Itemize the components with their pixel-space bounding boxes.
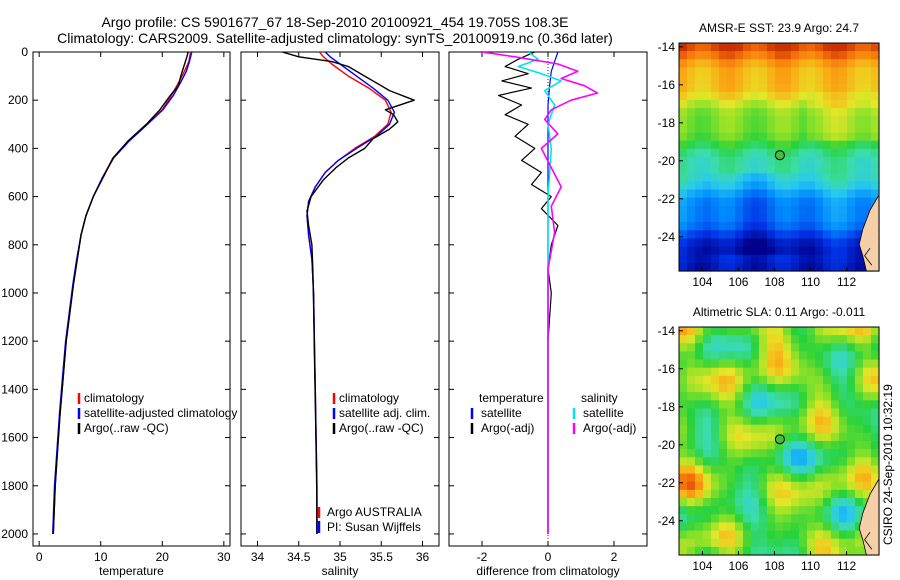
y-tick-label: 0 bbox=[21, 45, 28, 59]
series-line-argo bbox=[282, 52, 415, 534]
heatmap-cells bbox=[679, 327, 880, 556]
x-tick-label: 112 bbox=[837, 559, 856, 573]
y-tick-label: -22 bbox=[658, 192, 676, 206]
profile-panel-1: 0 10 20 30 temperature 0 200 400 600 800 1000 1200 1… bbox=[1, 45, 237, 578]
map-frame bbox=[678, 326, 880, 556]
legend-label: satellite bbox=[481, 406, 522, 420]
x-tick-label: 34 bbox=[251, 550, 265, 564]
y-tick-label: 2000 bbox=[1, 527, 28, 541]
series-line-satellite bbox=[306, 52, 396, 534]
x-tick-label: 108 bbox=[764, 559, 784, 573]
x-tick-label: -2 bbox=[477, 550, 488, 564]
y-tick-label: -18 bbox=[658, 400, 676, 414]
x-tick-label: 10 bbox=[94, 550, 108, 564]
y-tick-label: -22 bbox=[658, 476, 676, 490]
series-line-satellite bbox=[52, 52, 193, 535]
x-tick-label: 106 bbox=[728, 559, 748, 573]
map-title: AMSR-E SST: 23.9 Argo: 24.7 bbox=[699, 21, 859, 35]
plot-frame bbox=[240, 51, 440, 547]
series-group bbox=[481, 52, 599, 534]
legend-label: Argo(-adj) bbox=[583, 421, 636, 435]
y-tick-label: 1000 bbox=[1, 286, 28, 300]
y-tick-label: -16 bbox=[658, 78, 676, 92]
legend-label: Argo(-adj) bbox=[481, 421, 534, 435]
y-tick-label: 400 bbox=[8, 141, 28, 155]
x-tick-label: 20 bbox=[156, 550, 170, 564]
x-tick-label: 110 bbox=[801, 559, 820, 573]
x-tick-label: 35 bbox=[333, 550, 347, 564]
legend-label: satellite adj. clim. bbox=[339, 406, 430, 420]
annotation-label: PI: Susan Wijffels bbox=[327, 520, 421, 534]
series-line-climatology bbox=[306, 52, 392, 534]
figure-title-line2: Climatology: CARS2009. Satellite-adjuste… bbox=[57, 30, 613, 46]
x-axis-label: temperature bbox=[99, 564, 164, 578]
coastline-contour bbox=[864, 247, 873, 266]
y-tick-label: -24 bbox=[658, 230, 676, 244]
x-axis-label: difference from climatology bbox=[476, 564, 619, 578]
map-panel-1: AMSR-E SST: 23.9 Argo: 24.7 104 106 108 110 1… bbox=[658, 21, 880, 289]
series-line-temperature-argo bbox=[497, 52, 559, 534]
map-panel-2: Altimetric SLA: 0.11 Argo: -0.011 104 106 1… bbox=[658, 305, 880, 573]
heatmap-cells bbox=[679, 43, 880, 272]
y-tick-label: 1400 bbox=[1, 382, 28, 396]
y-tick-label: 200 bbox=[8, 93, 28, 107]
figure-title-line1: Argo profile: CS 5901677_67 18-Sep-2010 … bbox=[101, 14, 569, 30]
y-tick-label: -20 bbox=[658, 154, 676, 168]
plot-frame bbox=[32, 51, 231, 547]
x-tick-label: 0 bbox=[36, 550, 43, 564]
series-line-salinity-satellite bbox=[517, 52, 563, 534]
map-title: Altimetric SLA: 0.11 Argo: -0.011 bbox=[693, 305, 866, 319]
legend-label: satellite bbox=[583, 406, 624, 420]
x-axis-label: salinity bbox=[322, 564, 359, 578]
x-tick-label: 36 bbox=[416, 550, 430, 564]
annotation-label: Argo AUSTRALIA bbox=[327, 505, 422, 519]
legend-label: Argo(..raw -QC) bbox=[339, 421, 424, 435]
series-line-salinity-argo bbox=[481, 52, 599, 534]
y-tick-label: 1200 bbox=[1, 334, 28, 348]
x-tick-label: 108 bbox=[764, 275, 784, 289]
map-frame bbox=[678, 42, 880, 272]
y-tick-label: 1800 bbox=[1, 479, 28, 493]
legend-group-title: salinity bbox=[581, 391, 618, 405]
y-tick-label: 600 bbox=[8, 190, 28, 204]
series-line-argo bbox=[52, 52, 189, 535]
x-tick-label: 34.5 bbox=[287, 550, 311, 564]
x-tick-label: 106 bbox=[728, 275, 748, 289]
x-tick-label: 104 bbox=[692, 275, 712, 289]
x-tick-label: 35.5 bbox=[370, 550, 394, 564]
legend-label: climatology bbox=[84, 391, 144, 405]
series-line-climatology bbox=[52, 52, 192, 535]
legend-label: climatology bbox=[339, 391, 399, 405]
coastline-contour bbox=[864, 531, 873, 550]
y-tick-label: -20 bbox=[658, 438, 676, 452]
x-tick-label: 2 bbox=[611, 550, 618, 564]
y-tick-label: -14 bbox=[658, 40, 676, 54]
y-tick-label: 1600 bbox=[1, 431, 28, 445]
y-tick-label: -14 bbox=[658, 324, 676, 338]
argo-location-marker bbox=[774, 434, 785, 445]
x-tick-label: 30 bbox=[217, 550, 231, 564]
argo-location-marker bbox=[774, 150, 785, 161]
credit-label: CSIRO 24-Sep-2010 10:32:19 bbox=[881, 384, 895, 545]
legend-group-title: temperature bbox=[479, 391, 544, 405]
y-tick-label: -24 bbox=[658, 514, 676, 528]
legend-label: Argo(..raw -QC) bbox=[84, 421, 169, 435]
x-tick-label: 112 bbox=[837, 275, 856, 289]
y-tick-label: -18 bbox=[658, 116, 676, 130]
series-group bbox=[282, 52, 415, 534]
y-tick-label: 800 bbox=[8, 238, 28, 252]
x-tick-label: 104 bbox=[692, 559, 712, 573]
profile-panel-2: 34 34.5 35 35.5 36 salinity climatologysatelli… bbox=[240, 51, 440, 578]
x-tick-label: 0 bbox=[545, 550, 552, 564]
legend-label: satellite-adjusted climatology bbox=[84, 406, 237, 420]
series-group bbox=[52, 52, 193, 535]
x-tick-label: 110 bbox=[801, 275, 820, 289]
y-tick-label: -16 bbox=[658, 362, 676, 376]
